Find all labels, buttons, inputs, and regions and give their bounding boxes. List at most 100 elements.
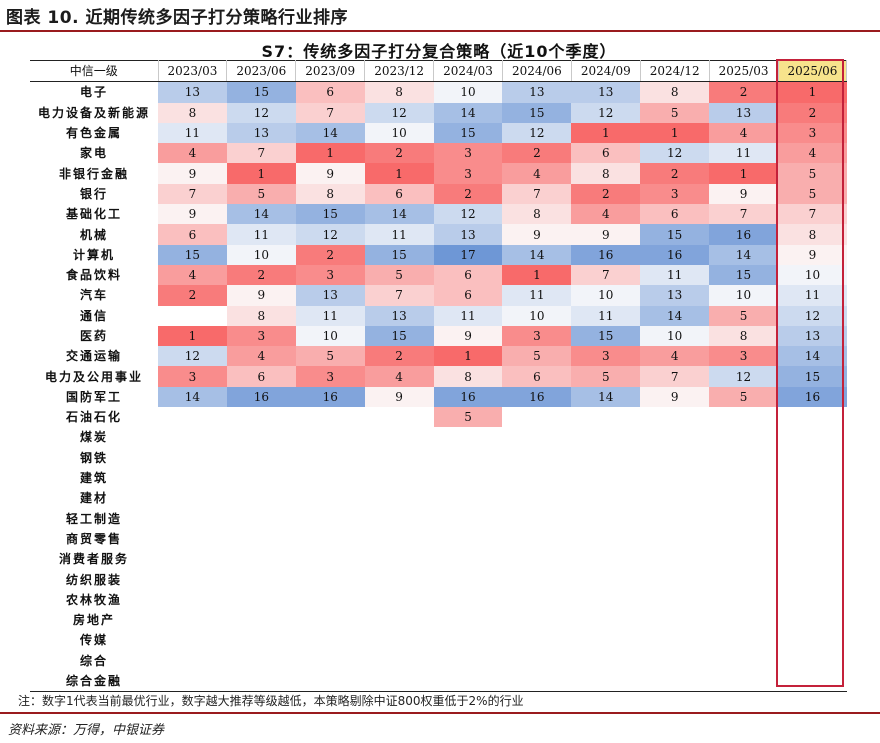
rank-cell: 14 [502, 244, 572, 265]
rank-cell [364, 670, 434, 693]
rank-cell: 15 [295, 204, 365, 225]
rank-cell: 14 [571, 386, 641, 408]
table-row: 农林牧渔 [30, 590, 847, 610]
rank-cell: 13 [433, 224, 503, 245]
rank-cell [158, 529, 227, 549]
rank-cell: 8 [502, 204, 572, 225]
rank-cell: 11 [571, 305, 641, 326]
rank-cell: 15 [158, 244, 227, 265]
table-row: 电力及公用事业 3 6 3 4 8 6 5 7 12 15 [30, 366, 847, 387]
footnote: 注：数字1代表当前最优行业，数字越大推荐等级越低，本策略剔除中证800权重低于2… [18, 694, 524, 708]
rank-cell: 7 [640, 366, 710, 387]
rank-cell [296, 529, 365, 549]
rank-cell: 11 [433, 305, 503, 326]
rank-cell [778, 529, 847, 549]
rank-cell [158, 630, 227, 650]
rank-cell [571, 529, 640, 549]
rank-cell: 1 [640, 122, 710, 144]
rank-cell: 5 [640, 102, 710, 123]
rank-cell [158, 427, 227, 447]
rank-cell: 8 [571, 163, 641, 184]
rank-cell: 16 [226, 386, 296, 408]
rank-cell [778, 407, 847, 427]
rank-cell: 7 [364, 285, 434, 306]
rank-cell: 10 [778, 264, 847, 286]
rank-cell [640, 610, 709, 630]
rank-cell [502, 509, 571, 529]
rank-cell [571, 630, 640, 650]
rank-cell: 4 [778, 143, 847, 164]
rank-cell [709, 509, 778, 529]
rank-cell: 11 [502, 285, 572, 306]
rank-cell [227, 651, 296, 671]
rank-cell [778, 488, 847, 508]
rank-cell [365, 529, 434, 549]
rank-cell: 16 [433, 386, 503, 408]
rank-cell: 14 [226, 204, 296, 225]
rank-cell: 15 [226, 81, 296, 103]
rank-cell [434, 549, 503, 569]
rank-cell: 9 [433, 325, 503, 347]
rank-cell: 6 [226, 366, 296, 387]
rank-cell [434, 529, 503, 549]
rank-cell: 12 [226, 102, 296, 123]
industry-label: 有色金属 [65, 126, 122, 141]
rank-cell [158, 407, 227, 427]
rank-cell: 2 [709, 81, 779, 103]
rank-cell: 15 [364, 244, 434, 265]
rank-cell [571, 407, 640, 427]
table-row: 综合 [30, 651, 847, 671]
rank-cell: 8 [226, 305, 296, 326]
rank-cell: 4 [226, 346, 296, 367]
rank-cell [227, 610, 296, 630]
industry-label: 汽车 [79, 288, 108, 303]
rank-cell: 14 [295, 122, 365, 144]
table-row: 建筑 [30, 468, 847, 488]
rank-cell: 13 [571, 81, 641, 103]
rank-cell [709, 427, 778, 447]
table-row: 纺织服装 [30, 569, 847, 589]
rank-cell: 3 [709, 346, 779, 367]
rank-cell: 13 [778, 325, 847, 347]
table-row: 银行 7 5 8 6 2 7 2 3 9 5 [30, 183, 847, 205]
rank-cell [296, 610, 365, 630]
rank-cell [227, 468, 296, 488]
rank-cell [226, 670, 296, 693]
rank-cell: 6 [433, 264, 503, 286]
industry-label: 银行 [79, 186, 108, 201]
rank-cell [365, 427, 434, 447]
rank-cell [158, 590, 227, 610]
rank-cell [640, 590, 709, 610]
rank-cell [502, 488, 571, 508]
rank-cell: 12 [778, 305, 847, 326]
rank-cell [640, 630, 709, 650]
rank-cell: 1 [778, 81, 847, 103]
rank-cell [640, 651, 709, 671]
rank-cell [571, 670, 641, 693]
rank-cell [227, 529, 296, 549]
rank-cell: 9 [571, 224, 641, 245]
rank-cell [434, 448, 503, 468]
rank-cell [227, 569, 296, 589]
column-header: 2025/06 [778, 59, 848, 83]
rank-cell: 5 [571, 366, 641, 387]
corner-header: 中信一级 [30, 59, 159, 83]
rank-cell: 9 [158, 163, 227, 184]
rank-cell: 13 [709, 102, 779, 123]
rank-cell [434, 427, 503, 447]
industry-label: 纺织服装 [65, 572, 122, 587]
rank-cell [778, 509, 847, 529]
column-header: 2023/03 [158, 59, 228, 83]
rank-cell: 3 [158, 366, 227, 387]
rank-cell [365, 509, 434, 529]
rank-cell [571, 569, 640, 589]
rank-cell [502, 468, 571, 488]
table-row: 综合金融 [30, 670, 847, 693]
industry-label: 房地产 [72, 613, 115, 628]
rank-cell: 2 [364, 346, 434, 367]
rank-cell: 4 [158, 264, 227, 286]
rank-cell: 8 [778, 224, 847, 245]
rank-cell: 3 [295, 366, 365, 387]
rank-cell [571, 468, 640, 488]
rank-cell [709, 529, 778, 549]
